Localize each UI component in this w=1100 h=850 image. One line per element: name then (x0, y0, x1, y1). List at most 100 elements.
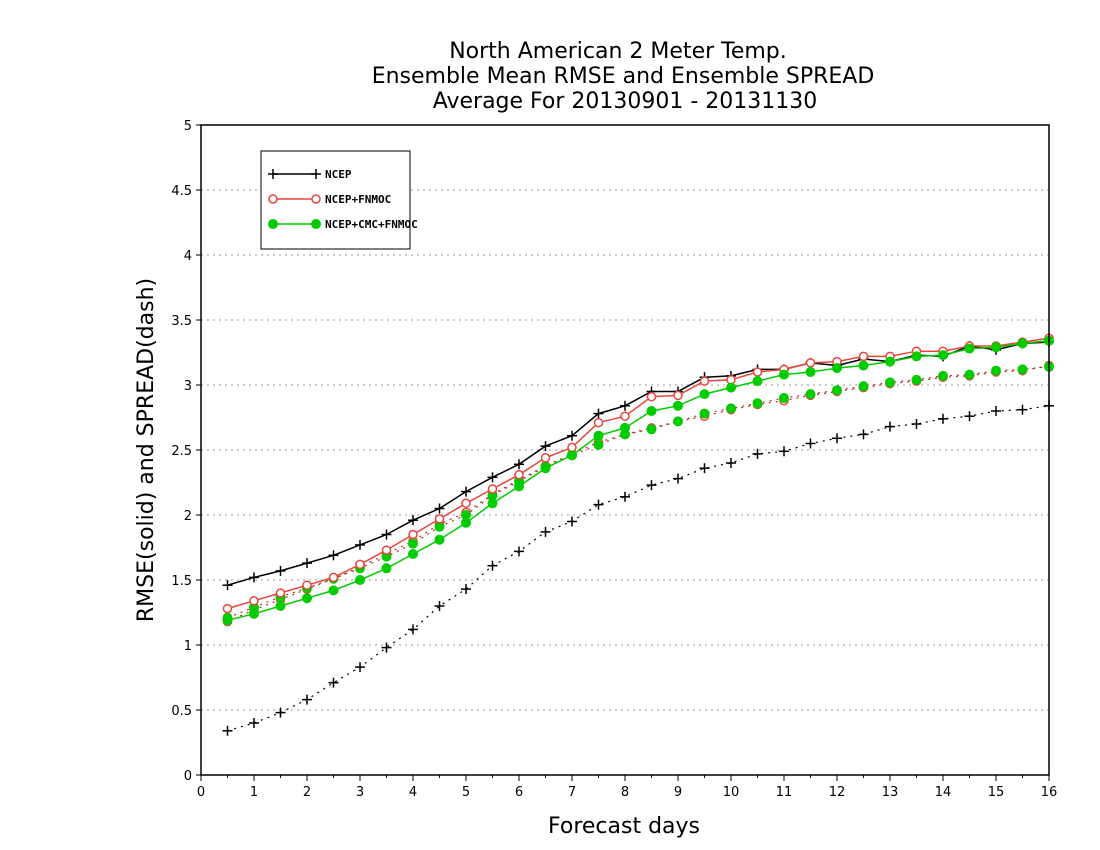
spread-point (593, 439, 604, 450)
rmse-line (227, 340, 1050, 622)
rmse-point (938, 350, 948, 361)
rmse-point (434, 534, 445, 545)
y-tick-label: 0.5 (171, 704, 192, 719)
rmse-point (699, 376, 710, 386)
spread-point (991, 406, 1001, 416)
rmse-point (540, 453, 551, 463)
spread-point (567, 516, 577, 527)
rmse-point (355, 575, 365, 585)
spread-point (964, 411, 975, 422)
spread-point (805, 389, 816, 400)
spread-point (514, 546, 524, 557)
rmse-point (620, 400, 630, 411)
rmse-point (355, 539, 365, 550)
rmse-point (434, 503, 445, 514)
legend-marker (311, 169, 321, 179)
rmse-point (620, 411, 630, 421)
spread-point (699, 463, 710, 474)
rmse-point (593, 430, 604, 441)
legend-marker (268, 219, 278, 229)
x-tick-label: 2 (303, 785, 311, 800)
y-tick-label: 4.5 (171, 184, 192, 199)
x-tick-label: 8 (621, 785, 629, 800)
y-tick-label: 1.5 (171, 574, 192, 589)
rmse-point (222, 580, 233, 591)
rmse-point (885, 356, 895, 367)
legend-item: NCEP+FNMOC (268, 193, 391, 206)
rmse-point (726, 375, 736, 385)
rmse-point (328, 572, 339, 583)
legend: NCEP NCEP+FNMOC NCEP+CMC+FNMOC (260, 150, 418, 250)
spread-point (408, 538, 418, 549)
y-axis-label: RMSE(solid) and SPREAD(dash) (134, 278, 159, 622)
rmse-point (381, 529, 392, 540)
spread-point (779, 393, 789, 403)
title-line-3: Average For 20130901 - 20131130 (433, 89, 818, 114)
rmse-point (699, 389, 710, 400)
rmse-point (540, 463, 551, 474)
rmse-point (328, 550, 339, 561)
rmse-point (858, 351, 869, 362)
rmse-point (646, 406, 657, 416)
spread-point (858, 429, 869, 440)
rmse-point (328, 585, 339, 596)
spread-point (1017, 404, 1028, 415)
spread-point (249, 718, 259, 728)
spread-point (222, 725, 233, 736)
rmse-point (779, 369, 789, 380)
spread-point (673, 416, 683, 427)
plot-area (222, 333, 1054, 736)
y-tick-label: 3.5 (171, 314, 192, 329)
rmse-point (991, 342, 1001, 353)
x-tick-label: 16 (1041, 785, 1058, 800)
rmse-point (911, 351, 922, 362)
x-tick-label: 4 (409, 785, 417, 800)
spread-point (646, 480, 657, 491)
rmse-point (805, 358, 816, 368)
spread-point (593, 499, 604, 510)
rmse-line (227, 337, 1050, 610)
rmse-point (832, 363, 842, 374)
rmse-point (222, 603, 233, 614)
rmse-point (249, 572, 259, 583)
rmse-point (249, 596, 259, 606)
spread-point (752, 398, 763, 409)
rmse-point (487, 472, 498, 483)
rmse-point (726, 382, 736, 393)
spread-point (911, 374, 922, 385)
rmse-point (408, 549, 418, 559)
legend-label: NCEP+CMC+FNMOC (325, 218, 418, 231)
x-tick-label: 7 (568, 785, 576, 800)
rmse-point (752, 367, 763, 377)
rmse-point (752, 376, 763, 387)
spread-point (381, 642, 392, 653)
spread-point (885, 421, 895, 432)
x-tick-label: 9 (674, 785, 682, 800)
x-tick-label: 12 (829, 785, 846, 800)
spread-point (752, 448, 763, 459)
legend-label: NCEP (325, 168, 352, 181)
y-tick-label: 2 (184, 509, 192, 524)
x-tick-label: 3 (356, 785, 364, 800)
rmse-point (302, 580, 312, 590)
rmse-point (673, 400, 683, 411)
rmse-point (381, 563, 392, 574)
x-tick-label: 5 (462, 785, 470, 800)
spread-point (434, 601, 445, 611)
series-ncep-cmc-fnmoc-spread (222, 361, 1054, 623)
series-ncep-fnmoc-spread (222, 360, 1054, 627)
series-ncep-spread (222, 400, 1054, 736)
series-ncep-cmc-fnmoc-rmse (222, 335, 1054, 626)
rmse-point (275, 601, 286, 611)
legend-marker (311, 219, 321, 229)
rmse-point (567, 442, 577, 453)
legend-item: NCEP+CMC+FNMOC (268, 218, 418, 231)
chart-title: North American 2 Meter Temp. Ensemble Me… (372, 39, 875, 114)
spread-point (461, 584, 471, 595)
spread-point (805, 438, 816, 449)
title-line-1: North American 2 Meter Temp. (449, 39, 787, 64)
legend-item: NCEP (268, 168, 352, 181)
spread-point (408, 624, 418, 635)
spread-point (275, 707, 286, 718)
